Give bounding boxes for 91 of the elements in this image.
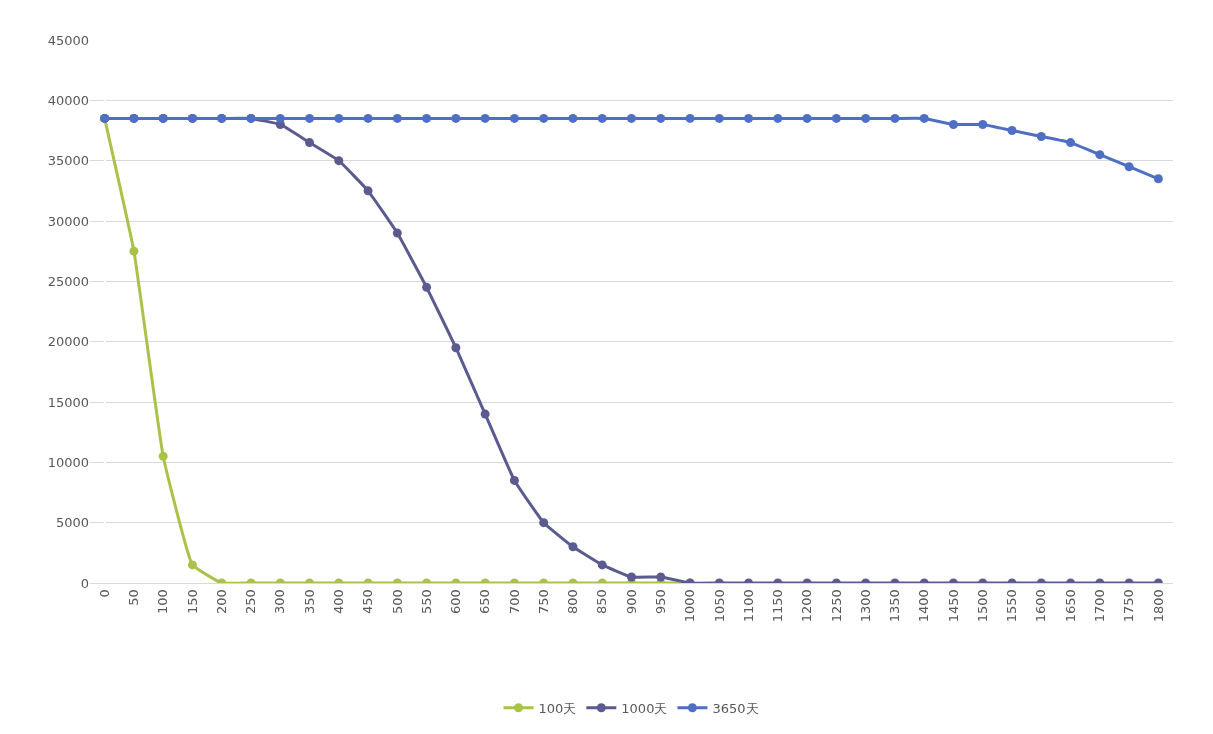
x-tick-label: 350	[301, 589, 317, 615]
point	[890, 113, 900, 123]
y-tick-label: 5000	[55, 515, 89, 531]
point	[305, 113, 315, 123]
point	[334, 113, 344, 123]
x-tick-label: 700	[506, 589, 522, 615]
x-tick-label: 1500	[974, 589, 990, 623]
x-tick-label: 1350	[887, 589, 903, 623]
point	[861, 113, 871, 123]
x-tick-label: 1400	[916, 589, 932, 623]
x-tick-label: 200	[213, 589, 229, 615]
point	[275, 113, 285, 123]
x-tick-label: 1550	[1004, 589, 1020, 623]
point	[480, 409, 490, 419]
point	[480, 113, 490, 123]
x-tick-label: 650	[477, 589, 493, 615]
x-tick-label: 900	[623, 589, 639, 615]
point	[539, 113, 549, 123]
y-tick-label: 30000	[47, 213, 89, 229]
point	[685, 113, 695, 123]
point	[919, 113, 929, 123]
point	[656, 113, 666, 123]
point	[568, 113, 578, 123]
y-tick-label: 10000	[47, 454, 89, 470]
x-tick-label: 1200	[799, 589, 815, 623]
point	[627, 113, 636, 123]
point	[305, 138, 315, 148]
point	[831, 113, 841, 123]
point	[509, 113, 519, 123]
point	[422, 113, 432, 123]
y-tick-label: 0	[80, 575, 89, 591]
y-tick-label: 35000	[47, 153, 89, 169]
point	[334, 156, 344, 166]
x-tick-label: 0	[96, 589, 112, 598]
x-tick-label: 1650	[1062, 589, 1078, 623]
x-tick-label: 850	[594, 589, 610, 615]
x-tick-label: 600	[448, 589, 464, 615]
y-tick-label: 25000	[47, 273, 89, 289]
point	[948, 119, 958, 129]
x-tick-label: 1700	[1092, 589, 1108, 623]
point	[451, 113, 461, 123]
point	[158, 451, 168, 461]
x-tick-label: 1450	[945, 589, 961, 623]
x-tick-label: 950	[652, 589, 668, 615]
point	[422, 282, 432, 292]
y-tick-label: 15000	[47, 394, 89, 410]
legend-label: 3650天	[712, 700, 759, 716]
point	[392, 228, 402, 238]
point	[509, 475, 519, 485]
point	[1095, 150, 1105, 160]
point	[773, 113, 783, 123]
x-tick-label: 450	[360, 589, 376, 615]
x-tick-label: 1300	[857, 589, 873, 623]
x-tick-label: 1250	[828, 589, 844, 623]
x-tick-label: 500	[389, 589, 405, 615]
y-tick-label: 45000	[47, 32, 89, 48]
x-tick-label: 400	[331, 589, 347, 615]
point	[1153, 174, 1163, 184]
point	[597, 113, 607, 123]
x-tick-label: 50	[126, 589, 142, 606]
x-tick-label: 750	[535, 589, 551, 615]
point	[1124, 162, 1134, 172]
x-tick-label: 550	[418, 589, 434, 615]
point	[363, 186, 373, 196]
x-tick-label: 1600	[1033, 589, 1049, 623]
x-tick-label: 1150	[770, 589, 786, 623]
legend-label: 1000天	[621, 700, 668, 716]
point	[129, 246, 139, 256]
point	[451, 343, 461, 353]
point	[802, 113, 812, 123]
x-tick-label: 800	[565, 589, 581, 615]
x-tick-label: 250	[243, 589, 259, 615]
x-tick-label: 300	[272, 589, 288, 615]
point	[1036, 132, 1046, 142]
point	[714, 113, 724, 123]
legend-label: 100天	[538, 700, 577, 716]
x-tick-label: 1100	[740, 589, 756, 623]
x-tick-label: 1750	[1121, 589, 1137, 623]
x-tick-label: 150	[184, 589, 200, 615]
point	[744, 113, 754, 123]
x-tick-label: 1800	[1150, 589, 1166, 623]
point	[363, 113, 373, 123]
x-tick-label: 100	[155, 589, 171, 615]
x-tick-label: 1000	[682, 589, 698, 623]
point	[392, 113, 402, 123]
x-tick-label: 1050	[711, 589, 727, 623]
point	[1066, 138, 1076, 148]
y-tick-label: 40000	[47, 92, 89, 108]
y-tick-label: 20000	[47, 334, 89, 350]
point	[1007, 126, 1017, 135]
point	[978, 119, 988, 129]
